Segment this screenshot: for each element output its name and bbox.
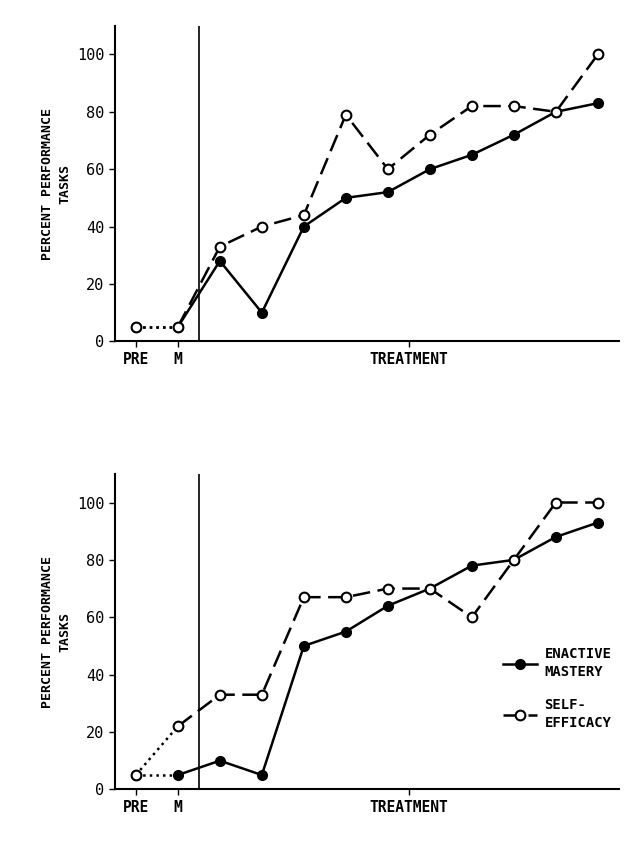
Y-axis label: PERCENT PERFORMANCE
TASKS: PERCENT PERFORMANCE TASKS (41, 107, 71, 259)
Legend: ENACTIVE
MASTERY, SELF-
EFFICACY: ENACTIVE MASTERY, SELF- EFFICACY (497, 642, 617, 735)
Y-axis label: PERCENT PERFORMANCE
TASKS: PERCENT PERFORMANCE TASKS (41, 556, 71, 708)
